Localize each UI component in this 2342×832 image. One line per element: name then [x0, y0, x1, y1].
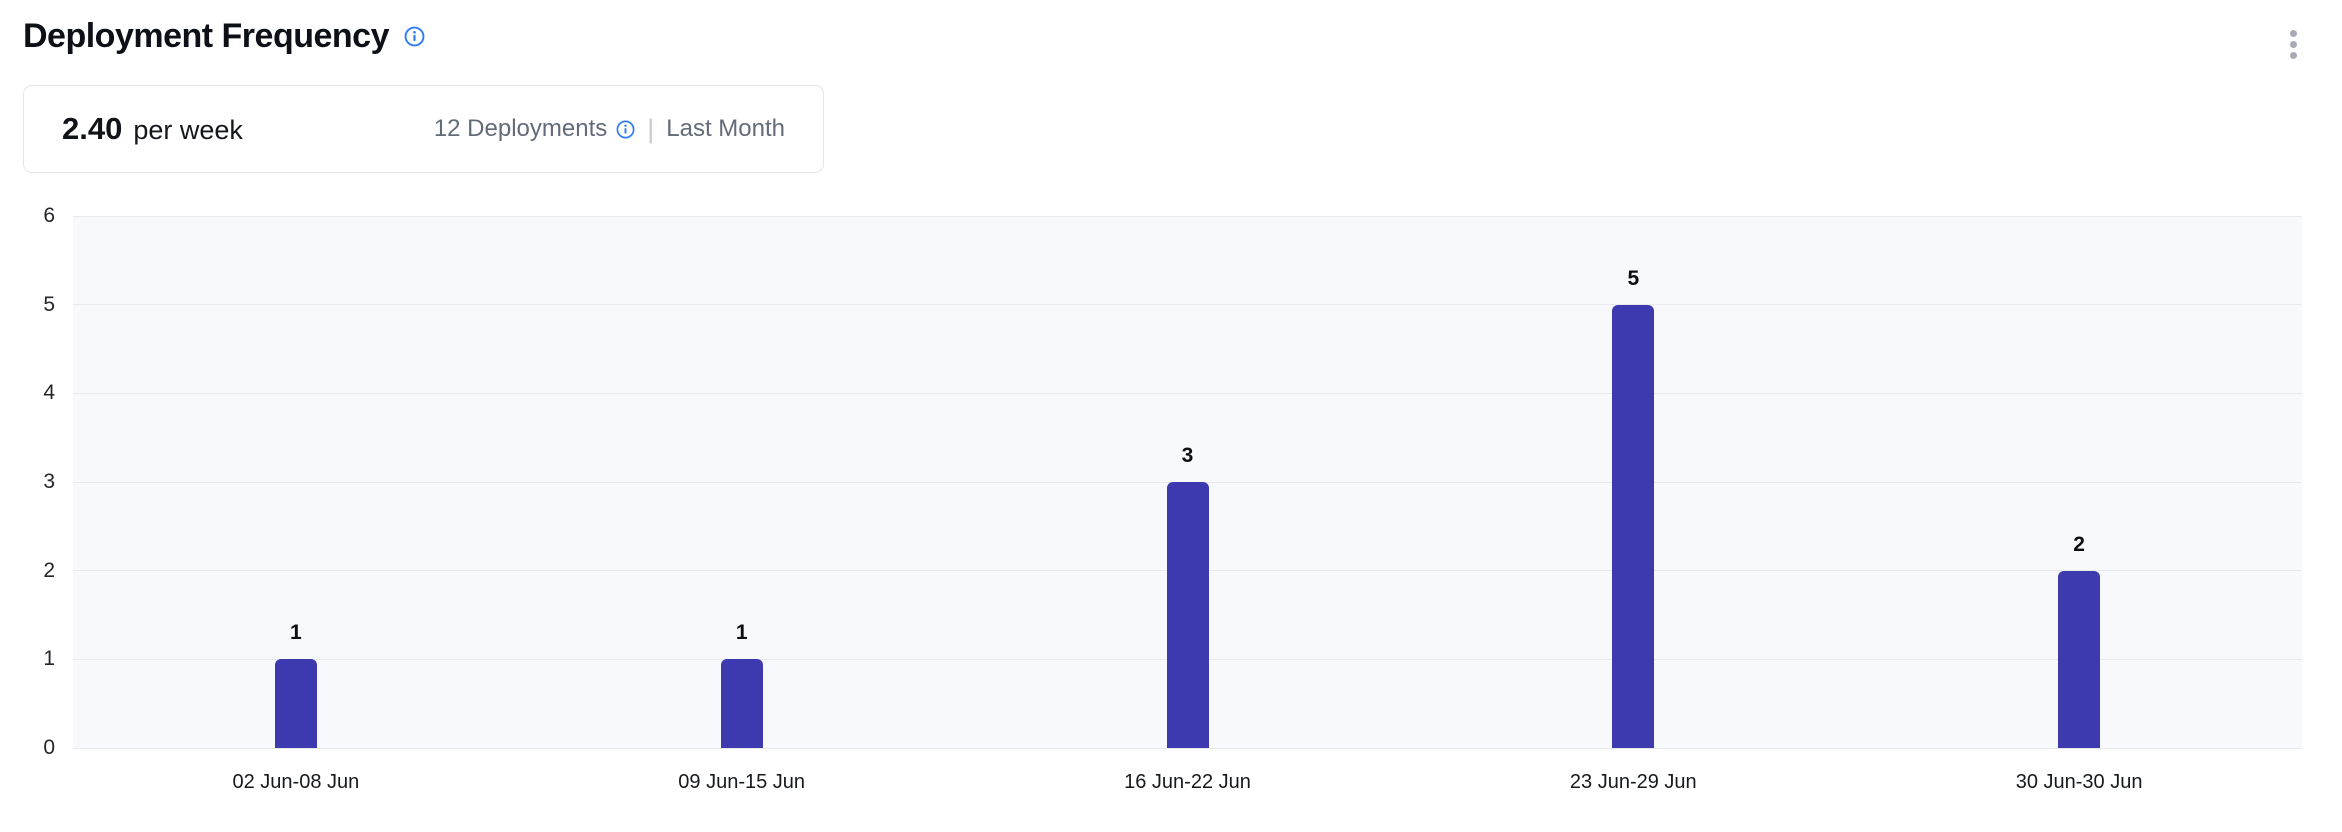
deployments-count-label: 12 Deployments — [433, 115, 608, 142]
kebab-dot — [2289, 40, 2297, 48]
y-axis-label: 6 — [43, 204, 55, 227]
summary-card: 2.40 per week 12 Deployments | Last Mont… — [23, 85, 824, 173]
x-axis-label: 30 Jun-30 Jun — [2015, 771, 2143, 793]
bar-value-label: 5 — [1627, 266, 1640, 290]
bar[interactable] — [2058, 570, 2101, 748]
info-icon[interactable] — [404, 26, 425, 47]
x-axis-label: 02 Jun-08 Jun — [232, 771, 360, 793]
kebab-dot — [2289, 51, 2297, 59]
bar[interactable] — [274, 659, 317, 748]
bar-value-label: 1 — [290, 621, 302, 645]
summary-meta: 12 Deployments | Last Month — [434, 114, 785, 145]
kebab-menu-button[interactable] — [2280, 22, 2306, 66]
x-axis-label: 09 Jun-15 Jun — [678, 771, 806, 793]
bar-value-label: 2 — [2073, 532, 2085, 556]
x-axis-label: 16 Jun-22 Jun — [1124, 771, 1251, 793]
grid-line — [73, 215, 2302, 217]
y-axis-label: 5 — [43, 292, 55, 316]
info-icon[interactable] — [616, 120, 635, 139]
kebab-dot — [2289, 29, 2297, 37]
y-axis-label: 0 — [43, 736, 55, 759]
page-title: Deployment Frequency — [23, 16, 389, 55]
grid-line — [73, 747, 2302, 749]
rate-unit: per week — [133, 115, 243, 145]
widget-header: Deployment Frequency — [23, 12, 425, 60]
rate-value: 2.40 — [62, 111, 123, 146]
x-axis-label: 23 Jun-29 Jun — [1569, 771, 1697, 793]
bar[interactable] — [1166, 482, 1209, 748]
grid-line — [73, 304, 2302, 306]
y-axis-label: 1 — [43, 647, 55, 671]
y-axis-label: 4 — [43, 381, 55, 405]
y-axis-label: 3 — [43, 470, 55, 493]
bar[interactable] — [720, 659, 763, 748]
bar[interactable] — [1612, 304, 1655, 748]
y-axis-label: 2 — [43, 558, 55, 582]
bar-value-label: 3 — [1181, 444, 1194, 467]
bar-value-label: 1 — [735, 621, 748, 645]
summary-rate: 2.40 per week — [62, 111, 243, 147]
grid-line — [73, 392, 2302, 394]
period-label: Last Month — [666, 115, 785, 142]
separator: | — [647, 113, 655, 144]
